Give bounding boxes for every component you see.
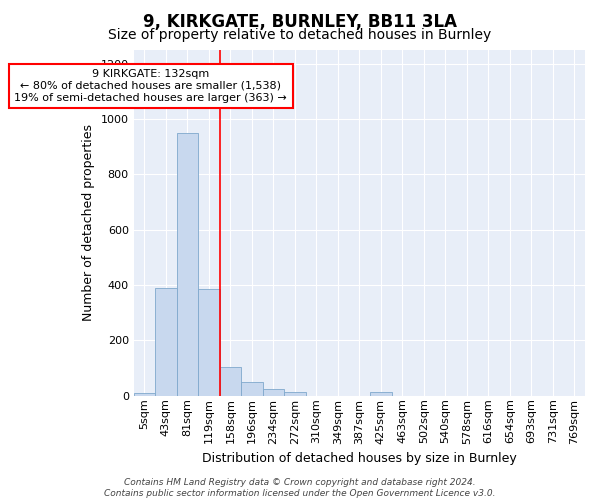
Bar bbox=[198, 290, 220, 396]
Bar bbox=[176, 133, 198, 396]
Y-axis label: Number of detached properties: Number of detached properties bbox=[82, 124, 95, 322]
Bar bbox=[220, 366, 241, 396]
Text: Contains HM Land Registry data © Crown copyright and database right 2024.
Contai: Contains HM Land Registry data © Crown c… bbox=[104, 478, 496, 498]
Bar bbox=[241, 382, 263, 396]
X-axis label: Distribution of detached houses by size in Burnley: Distribution of detached houses by size … bbox=[202, 452, 517, 465]
Bar bbox=[370, 392, 392, 396]
Bar bbox=[155, 288, 176, 396]
Text: 9, KIRKGATE, BURNLEY, BB11 3LA: 9, KIRKGATE, BURNLEY, BB11 3LA bbox=[143, 12, 457, 30]
Bar bbox=[284, 392, 305, 396]
Bar bbox=[263, 389, 284, 396]
Bar bbox=[134, 393, 155, 396]
Text: 9 KIRKGATE: 132sqm
← 80% of detached houses are smaller (1,538)
19% of semi-deta: 9 KIRKGATE: 132sqm ← 80% of detached hou… bbox=[14, 70, 287, 102]
Text: Size of property relative to detached houses in Burnley: Size of property relative to detached ho… bbox=[109, 28, 491, 42]
